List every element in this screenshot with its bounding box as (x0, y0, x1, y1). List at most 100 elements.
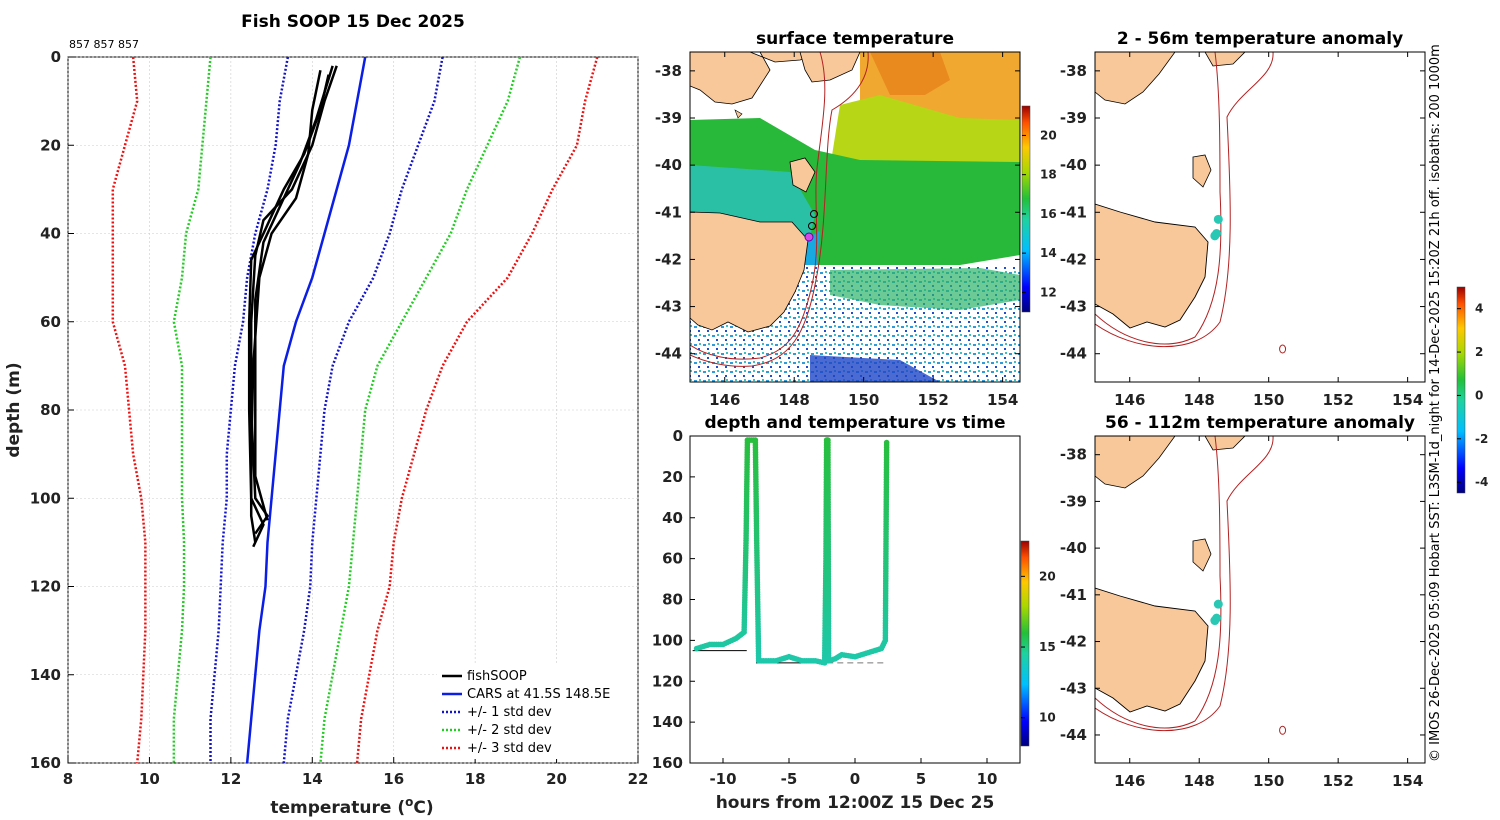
time-series-colorbar-ticks: 10 15 20 (1021, 569, 1056, 725)
profile-ylabel: depth (m) (4, 362, 24, 457)
profile-tick-label-y: 140 (30, 666, 61, 684)
anomaly-sample-point (1210, 616, 1220, 626)
profile-tick-label-y: 120 (30, 578, 61, 596)
map-tick-label-y: -44 (1060, 345, 1087, 363)
colorbar-tick-label: 15 (1039, 640, 1056, 654)
anomaly-isobath-200 (1095, 436, 1222, 729)
anomaly-map-2-field (1095, 436, 1425, 763)
anomaly-sample-point (1213, 599, 1223, 609)
sst-map-frame (689, 51, 1021, 383)
sst-tasmania (690, 211, 809, 333)
map-tick-label-y: -39 (655, 109, 682, 127)
colorbar-tick-label: 16 (1040, 207, 1057, 221)
anomaly-sample-point (1213, 214, 1223, 224)
map-tick-label-x: 150 (1253, 391, 1284, 409)
sst-colorbar (1021, 105, 1031, 313)
map-tick-label-x: 152 (1323, 391, 1354, 409)
anomaly-background (1095, 436, 1425, 763)
map-tick-label-y: -40 (1060, 539, 1087, 557)
anomaly-mainland (1095, 52, 1176, 105)
profile-line--3-std-dev (355, 57, 599, 763)
colorbar-tick-label: 14 (1040, 246, 1057, 260)
sst-king-island (734, 109, 743, 119)
anomaly-map-1-ticks: 146 148 150 152 154 -38 -39 -40 -41 -42 -43 -44 (1060, 52, 1425, 409)
anomaly-sample-point (1210, 231, 1220, 241)
map-tick-label-x: 154 (1392, 391, 1423, 409)
profile-tick-label-x: 8 (63, 770, 73, 788)
anomaly-background (1095, 52, 1425, 382)
map-tick-label-y: -41 (1060, 203, 1087, 221)
colorbar-tick-label: 10 (1039, 711, 1056, 725)
map-tick-label-y: -44 (1060, 726, 1087, 744)
anomaly-map-2-panel: 56 - 112m temperature anomaly 146 148 150 1… (1060, 413, 1426, 790)
anomaly-seamount (1279, 725, 1287, 735)
map-tick-label-y: -42 (655, 250, 682, 268)
map-tick-label-y: -44 (655, 345, 682, 363)
colorbar-tick-label: 2 (1475, 345, 1483, 359)
sst-cast-marker (810, 210, 818, 218)
sst-isobath-200 (690, 52, 826, 360)
profile-tick-label-x: 22 (628, 770, 649, 788)
time-tick-label-x: 5 (916, 770, 926, 788)
profile-tick-label-y: 80 (40, 401, 61, 419)
anomaly-mainland (1095, 436, 1176, 489)
sst-map-panel: surface temperature (655, 29, 1057, 409)
sst-field (690, 52, 1020, 382)
time-tick-label-x: 10 (977, 770, 998, 788)
time-tick-label-y: 0 (673, 427, 683, 445)
anomaly-map-1-field (1095, 52, 1425, 382)
profile-fish-cast (254, 65, 334, 521)
sst-flinders-island (789, 157, 816, 193)
map-tick-label-y: -39 (1060, 492, 1087, 510)
map-tick-label-y: -41 (1060, 586, 1087, 604)
sst-frontal-band (830, 95, 1020, 178)
sst-map-title: surface temperature (756, 29, 954, 49)
colorbar-tick-label: 20 (1040, 128, 1057, 142)
colorbar-tick-label: 18 (1040, 168, 1057, 182)
profile-tick-label-y: 60 (40, 313, 61, 331)
profile-line-cars-at-41-5s-148-5e (245, 57, 367, 763)
time-series-track (692, 437, 890, 666)
map-tick-label-y: -40 (655, 156, 682, 174)
legend-entry-fish: fishSOOP (467, 669, 527, 684)
sst-cast-marker-current (804, 232, 814, 242)
anomaly-map-1-frame (1094, 51, 1426, 383)
sst-mainland-east (799, 52, 861, 83)
profile-tick-label-x: 18 (465, 770, 486, 788)
colorbar-tick-label: 12 (1040, 285, 1057, 299)
profile-tick-label-y: 40 (40, 225, 61, 243)
anomaly-map-1-title: 2 - 56m temperature anomaly (1117, 29, 1403, 49)
map-tick-label-x: 148 (779, 391, 810, 409)
anomaly-map-2-ticks: 146 148 150 152 154 -38 -39 -40 -41 -42 -43 -44 (1060, 436, 1425, 790)
profile-line--3-std-dev (111, 57, 147, 763)
anomaly-flinders-island (1192, 154, 1212, 188)
map-tick-label-x: 148 (1184, 772, 1215, 790)
colorbar-tick-label: -2 (1475, 432, 1488, 446)
anomaly-colorbar-ticks: -4 -2 0 2 4 (1457, 302, 1488, 489)
profile-title: Fish SOOP 15 Dec 2025 (241, 12, 465, 32)
map-tick-label-x: 146 (1114, 772, 1145, 790)
time-tick-label-y: 20 (662, 468, 683, 486)
time-tick-label-y: 160 (652, 754, 683, 772)
profile-fish-cast (249, 65, 338, 535)
anomaly-isobath-200 (1095, 52, 1222, 345)
map-tick-label-x: 154 (987, 391, 1018, 409)
sst-mainland (690, 52, 831, 105)
profile-tick-label-x: 12 (220, 770, 241, 788)
sst-map-ticks: 146 148 150 152 154 -38 -39 -40 -41 -42 -43 -44 (655, 52, 1020, 409)
time-series-panel: depth and temperature vs time -10 -5 0 5 100… (652, 413, 1056, 813)
side-caption: © IMOS 26-Dec-2025 05:09 Hobart SST: L3S… (1428, 44, 1443, 762)
profile-ticks: 8 10 12 14 16 18 20 22 0 20 40 60 80 100 120 140 160 (30, 48, 649, 788)
sst-south-blue (810, 355, 940, 382)
sst-colorbar-ticks: 12 14 16 18 20 (1022, 128, 1057, 299)
anomaly-isobath-1000 (1095, 52, 1274, 348)
map-tick-label-y: -39 (1060, 109, 1087, 127)
profile-grid (67, 56, 639, 764)
time-series-xlabel: hours from 12:00Z 15 Dec 25 (716, 793, 995, 813)
map-tick-label-x: 150 (1253, 772, 1284, 790)
time-tick-label-y: 60 (662, 550, 683, 568)
anomaly-colorbar (1456, 286, 1466, 494)
profile-line--2-std-dev (172, 57, 212, 763)
